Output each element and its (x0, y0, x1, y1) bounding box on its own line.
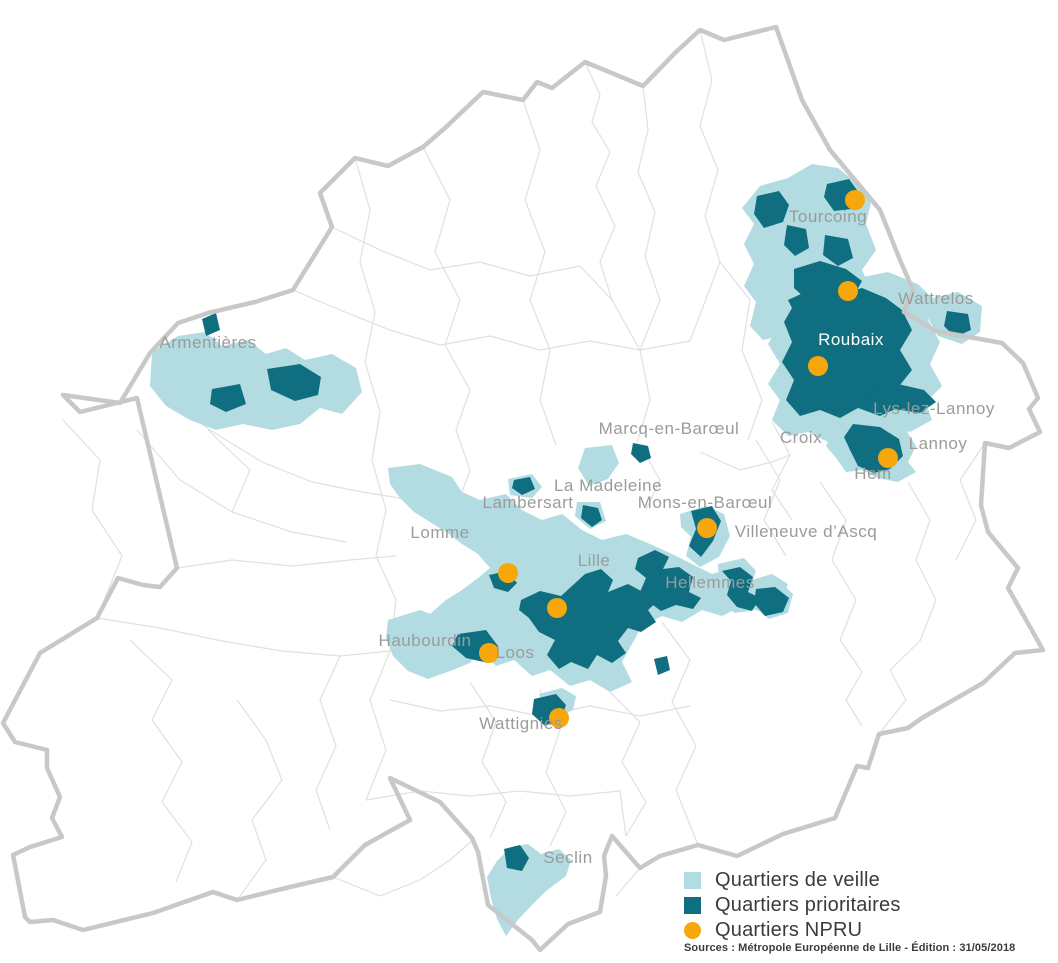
commune-boundary (444, 344, 471, 493)
prioritaire-swatch-icon (684, 897, 701, 914)
quartier-prioritaire-patch (512, 477, 535, 495)
commune-boundary (422, 146, 461, 346)
quartier-prioritaire-patch (823, 235, 853, 266)
city-label: Lille (578, 551, 611, 570)
commune-boundary (365, 650, 391, 801)
npru-dot (878, 448, 898, 468)
quartier-prioritaire-patch (202, 313, 220, 336)
commune-boundary (878, 640, 921, 735)
commune-boundary (292, 261, 721, 351)
npru-dot (845, 190, 865, 210)
quartier-prioritaire-patch (504, 845, 529, 871)
commune-boundary (839, 639, 863, 727)
commune-boundary (529, 299, 557, 446)
quartier-prioritaire-patch (944, 311, 971, 337)
map-source-caption: Sources : Métropole Européenne de Lille … (684, 942, 1016, 954)
commune-boundary (771, 421, 793, 521)
commune-boundary (207, 429, 251, 513)
commune-boundary (584, 61, 616, 301)
city-label: Lambersart (483, 493, 574, 512)
city-label: Loos (496, 643, 535, 662)
npru-dot (547, 598, 567, 618)
city-label: Haubourdin (379, 631, 472, 650)
commune-boundary (639, 299, 661, 351)
quartier-prioritaire-patch (210, 384, 246, 412)
city-label: Lannoy (909, 434, 968, 453)
quartier-prioritaire-patch (519, 569, 659, 669)
commune-boundary (609, 691, 647, 837)
city-label: Lys-lez-Lannoy (873, 399, 995, 418)
city-label: La Madeleine (554, 476, 662, 495)
legend-row-npru: Quartiers NPRU (684, 918, 901, 943)
commune-boundary (136, 429, 347, 543)
quartier-prioritaire-patch (754, 191, 789, 228)
commune-boundary (755, 439, 787, 557)
quartier-de-veille-patch (150, 332, 362, 430)
metropole-boundary (0, 24, 1046, 953)
npru-dot (697, 518, 717, 538)
commune-boundary (955, 442, 986, 561)
legend-label-npru: Quartiers NPRU (715, 919, 863, 941)
commune-boundary (176, 555, 397, 569)
quartier-prioritaire-patch (868, 384, 936, 413)
commune-boundary (315, 655, 341, 831)
quartier-prioritaire-patch (782, 288, 912, 418)
commune-boundary (615, 867, 641, 897)
commune-boundary (907, 481, 937, 642)
legend-row-prioritaires: Quartiers prioritaires (684, 893, 901, 918)
commune-boundary (236, 699, 283, 901)
npru-dot (838, 281, 858, 301)
legend-label-veille: Quartiers de veille (715, 869, 880, 891)
city-label: Tourcoing (789, 207, 867, 226)
commune-boundary (637, 85, 661, 301)
commune-boundary (62, 419, 123, 619)
city-label: Marcq-en-Barœul (599, 419, 740, 438)
npru-dot (479, 643, 499, 663)
city-label: Villeneuve d’Ascq (735, 522, 877, 541)
commune-boundary (611, 299, 651, 444)
quartier-prioritaire-patch (754, 587, 789, 616)
quartier-de-veille-patch (578, 445, 619, 486)
quartier-prioritaire-patch (722, 567, 760, 611)
quartier-prioritaire-patch (267, 364, 321, 401)
city-label: Seclin (543, 848, 592, 867)
city-label: Hem (854, 464, 891, 483)
commune-boundary (819, 481, 857, 641)
commune-boundary (129, 639, 193, 883)
commune-boundary (661, 621, 699, 846)
commune-boundary (331, 226, 613, 301)
quartier-prioritaire-patch (784, 225, 809, 256)
city-label: Croix (780, 428, 822, 447)
legend-label-prioritaires: Quartiers prioritaires (715, 894, 901, 916)
commune-boundary (332, 837, 476, 897)
npru-dot (808, 356, 828, 376)
commune-boundary (354, 157, 387, 557)
quartier-prioritaire-patch (631, 443, 651, 463)
npru-dot (549, 708, 569, 728)
city-label: Wattrelos (898, 289, 974, 308)
quartier-de-veille-patch (386, 610, 482, 679)
quartier-prioritaire-patch (581, 505, 602, 527)
city-label: Lomme (410, 523, 469, 542)
city-label: Armentières (159, 333, 256, 352)
legend-row-veille: Quartiers de veille (684, 868, 901, 893)
city-label: Mons-en-Barœul (638, 493, 773, 512)
quartier-prioritaire-patch (654, 656, 670, 675)
commune-boundary (699, 451, 791, 471)
commune-boundary (469, 681, 507, 839)
npru-dot (498, 563, 518, 583)
npru-swatch-icon (684, 922, 701, 939)
commune-boundary (719, 261, 763, 441)
city-label: Hellemmes (665, 573, 755, 592)
commune-boundary (96, 617, 391, 657)
city-label: Roubaix (818, 330, 884, 349)
map-legend: Quartiers de veille Quartiers prioritair… (684, 868, 901, 943)
veille-swatch-icon (684, 872, 701, 889)
city-label: Wattignies (479, 714, 563, 733)
commune-boundary (522, 99, 546, 301)
commune-boundary (699, 29, 721, 263)
quartier-prioritaire-patch (635, 550, 701, 611)
